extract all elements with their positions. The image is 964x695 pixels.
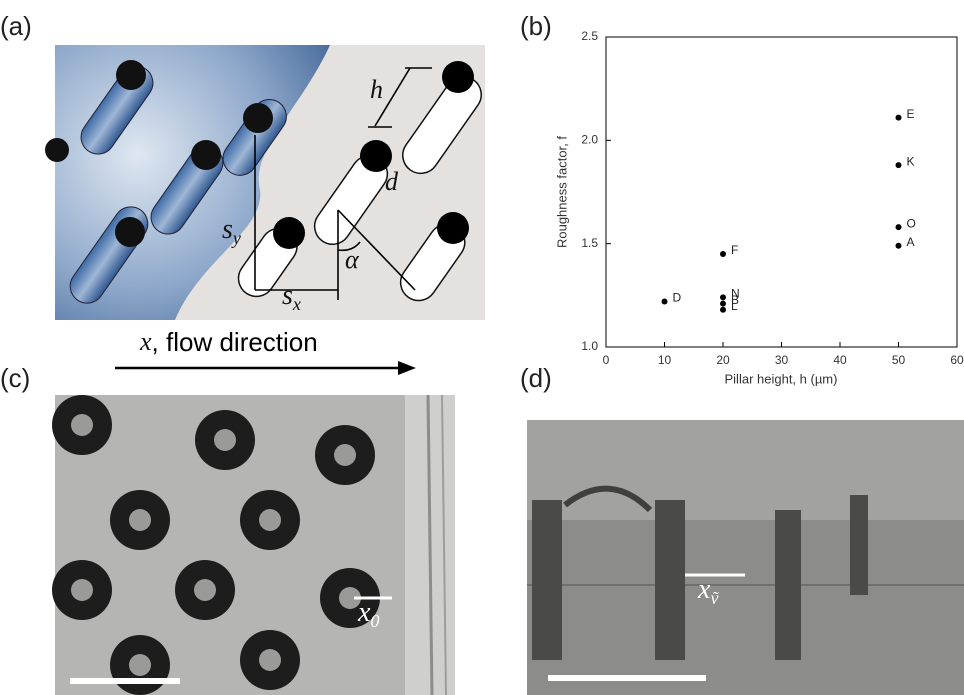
x0-symbol: x [357, 597, 371, 628]
flow-var: x [139, 327, 152, 356]
figure: (a) (b) (c) (d) h d sy sx α x, flow di [0, 0, 964, 695]
y-tick-label: 2.5 [581, 29, 598, 43]
x-tick-label: 50 [892, 353, 906, 367]
x0-subscript: 0 [370, 611, 379, 631]
flow-text: , flow direction [152, 327, 318, 357]
micrograph-d [527, 420, 964, 695]
data-point [896, 115, 902, 121]
sy-symbol: s [222, 214, 233, 245]
point-label: L [731, 299, 738, 313]
point-label: K [907, 154, 915, 168]
data-point [896, 224, 902, 230]
y-axis-label: Roughness factor, f [554, 136, 569, 248]
x-axis-label: Pillar height, h (µm) [725, 371, 838, 386]
data-point [896, 162, 902, 168]
pillar-core [194, 579, 216, 601]
micrograph-c [52, 395, 455, 695]
pillar-core [71, 579, 93, 601]
data-point [720, 307, 726, 313]
x-tick-label: 60 [950, 353, 964, 367]
x-tick-label: 0 [603, 353, 610, 367]
sx-symbol: s [282, 280, 293, 311]
panel-label: (b) [520, 11, 552, 41]
sy-subscript: y [231, 228, 241, 248]
flow-arrow [115, 361, 416, 375]
pillar-core [129, 509, 151, 531]
point-label: F [731, 243, 738, 257]
pillar-core [71, 414, 93, 436]
label-h: h [370, 75, 383, 104]
plot-frame [606, 37, 957, 347]
y-tick-label: 2.0 [581, 133, 598, 147]
x-tick-label: 40 [833, 353, 847, 367]
xv-subscript: ṽ [710, 588, 719, 608]
x-tick-label: 10 [658, 353, 672, 367]
pillar-core [334, 444, 356, 466]
label-d: d [385, 167, 399, 196]
data-point [896, 243, 902, 249]
point-label: E [907, 107, 915, 121]
flow-label: x, flow direction [139, 327, 318, 357]
data-point [720, 294, 726, 300]
pillar-core [259, 509, 281, 531]
y-tick-label: 1.5 [581, 236, 598, 250]
illustration [45, 45, 488, 320]
data-point [720, 251, 726, 257]
point-label: O [907, 216, 916, 230]
x-tick-label: 20 [716, 353, 730, 367]
xv-symbol: x [697, 574, 711, 605]
pillar-core [259, 649, 281, 671]
label-alpha: α [345, 245, 360, 274]
panel-label: (a) [0, 11, 32, 41]
x-tick-label: 30 [775, 353, 789, 367]
pillar-core [214, 429, 236, 451]
point-label: A [907, 235, 915, 249]
y-tick-label: 1.0 [581, 339, 598, 353]
point-label: D [673, 291, 682, 305]
panel-label: (c) [0, 363, 30, 393]
pillar-core [129, 654, 151, 676]
sx-subscript: x [292, 294, 301, 314]
data-point [720, 301, 726, 307]
panel-label: (d) [520, 363, 552, 393]
data-point [662, 299, 668, 305]
